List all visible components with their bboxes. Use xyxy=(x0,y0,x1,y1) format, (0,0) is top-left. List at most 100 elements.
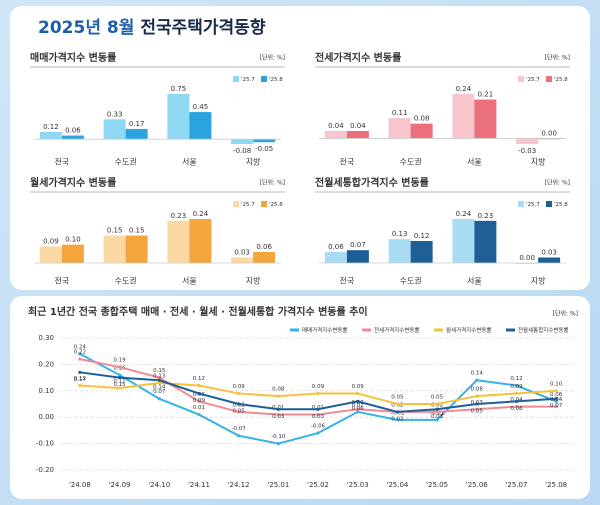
x-tick-label: '24.09 xyxy=(109,481,131,489)
value-label: 0.12 xyxy=(414,232,430,240)
value-label: 0.09 xyxy=(510,384,523,390)
value-label: 0.07 xyxy=(550,403,563,409)
point xyxy=(78,357,82,361)
point xyxy=(276,412,280,417)
bar xyxy=(253,139,276,143)
category-label: 지방 xyxy=(531,276,546,286)
x-tick-label: '24.10 xyxy=(148,481,170,489)
point xyxy=(475,378,479,382)
bar xyxy=(61,135,84,140)
bar xyxy=(346,250,369,263)
point xyxy=(117,376,122,380)
point xyxy=(276,407,280,411)
legend-label: 전세가격지수변동률 xyxy=(374,326,420,334)
value-label: 0.06 xyxy=(65,127,81,135)
value-label: 0.13 xyxy=(392,230,408,238)
point xyxy=(356,407,360,411)
x-tick-label: '24.08 xyxy=(69,481,91,489)
point xyxy=(356,391,360,396)
legend-swatch xyxy=(233,201,239,207)
y-tick-label: 0.30 xyxy=(38,334,54,342)
bar xyxy=(516,138,539,144)
value-label: 0.23 xyxy=(171,212,187,220)
legend-label: '25.8 xyxy=(269,202,283,208)
title-main: 전국주택가격동향 xyxy=(140,17,265,38)
y-tick-label: 0.20 xyxy=(38,360,54,368)
value-label: 0.12 xyxy=(43,123,59,131)
value-label: 0.07 xyxy=(153,389,166,395)
category-label: 수도권 xyxy=(400,157,422,167)
bar xyxy=(410,241,433,263)
point xyxy=(395,418,399,422)
bar xyxy=(388,118,411,139)
value-label: -0.07 xyxy=(231,426,246,432)
point xyxy=(435,402,439,406)
bar xyxy=(125,128,148,140)
point xyxy=(435,407,439,411)
value-label: 0.01 xyxy=(193,405,205,411)
point xyxy=(78,352,82,356)
chart-title: 최근 1년간 전국 종합주택 매매 · 전세 · 월세 · 전월세통합 가격지수… xyxy=(28,305,368,318)
value-label: 0.03 xyxy=(234,249,250,257)
value-label: -0.06 xyxy=(311,424,326,430)
value-label: 0.13 xyxy=(153,373,166,379)
unit-label: [단위: %] xyxy=(260,179,285,187)
value-label: 0.02 xyxy=(352,402,364,408)
value-label: 0.15 xyxy=(129,227,145,235)
point xyxy=(435,418,439,422)
bar xyxy=(39,131,62,140)
bar xyxy=(253,252,276,263)
category-label: 전국 xyxy=(340,276,355,286)
value-label: 0.09 xyxy=(232,384,245,390)
value-label: 0.33 xyxy=(107,110,123,118)
value-label: 0.02 xyxy=(391,416,403,422)
bar xyxy=(167,94,190,140)
x-tick-label: '25.05 xyxy=(426,481,448,489)
category-label: 전국 xyxy=(55,276,70,286)
point xyxy=(514,383,519,388)
point xyxy=(554,405,558,409)
point xyxy=(237,391,241,396)
value-label: 0.75 xyxy=(171,85,187,93)
value-label: 0.14 xyxy=(153,385,166,391)
bar xyxy=(346,131,369,139)
legend-label: '25.7 xyxy=(526,77,540,83)
x-tick-label: '25.02 xyxy=(307,481,329,489)
value-label: 0.03 xyxy=(272,414,285,420)
unit-label: [단위: %] xyxy=(545,54,570,62)
point xyxy=(157,376,161,380)
category-label: 서울 xyxy=(467,158,482,167)
legend-swatch xyxy=(518,201,524,207)
bar xyxy=(474,220,497,263)
x-tick-label: '25.06 xyxy=(466,481,489,489)
value-label: 0.09 xyxy=(43,238,59,246)
value-label: 0.06 xyxy=(510,406,523,412)
value-label: -0.10 xyxy=(271,434,286,440)
point xyxy=(514,399,519,403)
value-label: 0.17 xyxy=(74,377,87,383)
point xyxy=(554,399,558,403)
unit-label: [단위: %] xyxy=(260,54,285,62)
bar xyxy=(39,246,62,263)
value-label: 0.19 xyxy=(113,358,126,364)
y-tick-label: -0.20 xyxy=(36,466,54,474)
bar xyxy=(324,131,347,139)
legend-label: '25.8 xyxy=(269,77,283,83)
summary-panel xyxy=(10,6,590,290)
category-label: 서울 xyxy=(182,277,197,286)
value-label: 0.06 xyxy=(256,243,272,251)
point xyxy=(316,391,320,396)
value-label: 0.24 xyxy=(456,85,472,93)
category-label: 수도권 xyxy=(400,276,422,286)
value-label: 0.10 xyxy=(65,236,81,244)
legend-swatch xyxy=(546,76,552,82)
bar xyxy=(103,119,126,140)
value-label: -0.05 xyxy=(255,145,273,153)
value-label: 0.09 xyxy=(352,384,365,390)
value-label: 0.24 xyxy=(74,344,87,350)
point xyxy=(237,410,241,414)
bar xyxy=(410,123,433,139)
legend-label: '25.8 xyxy=(554,77,568,83)
bar xyxy=(103,235,126,263)
